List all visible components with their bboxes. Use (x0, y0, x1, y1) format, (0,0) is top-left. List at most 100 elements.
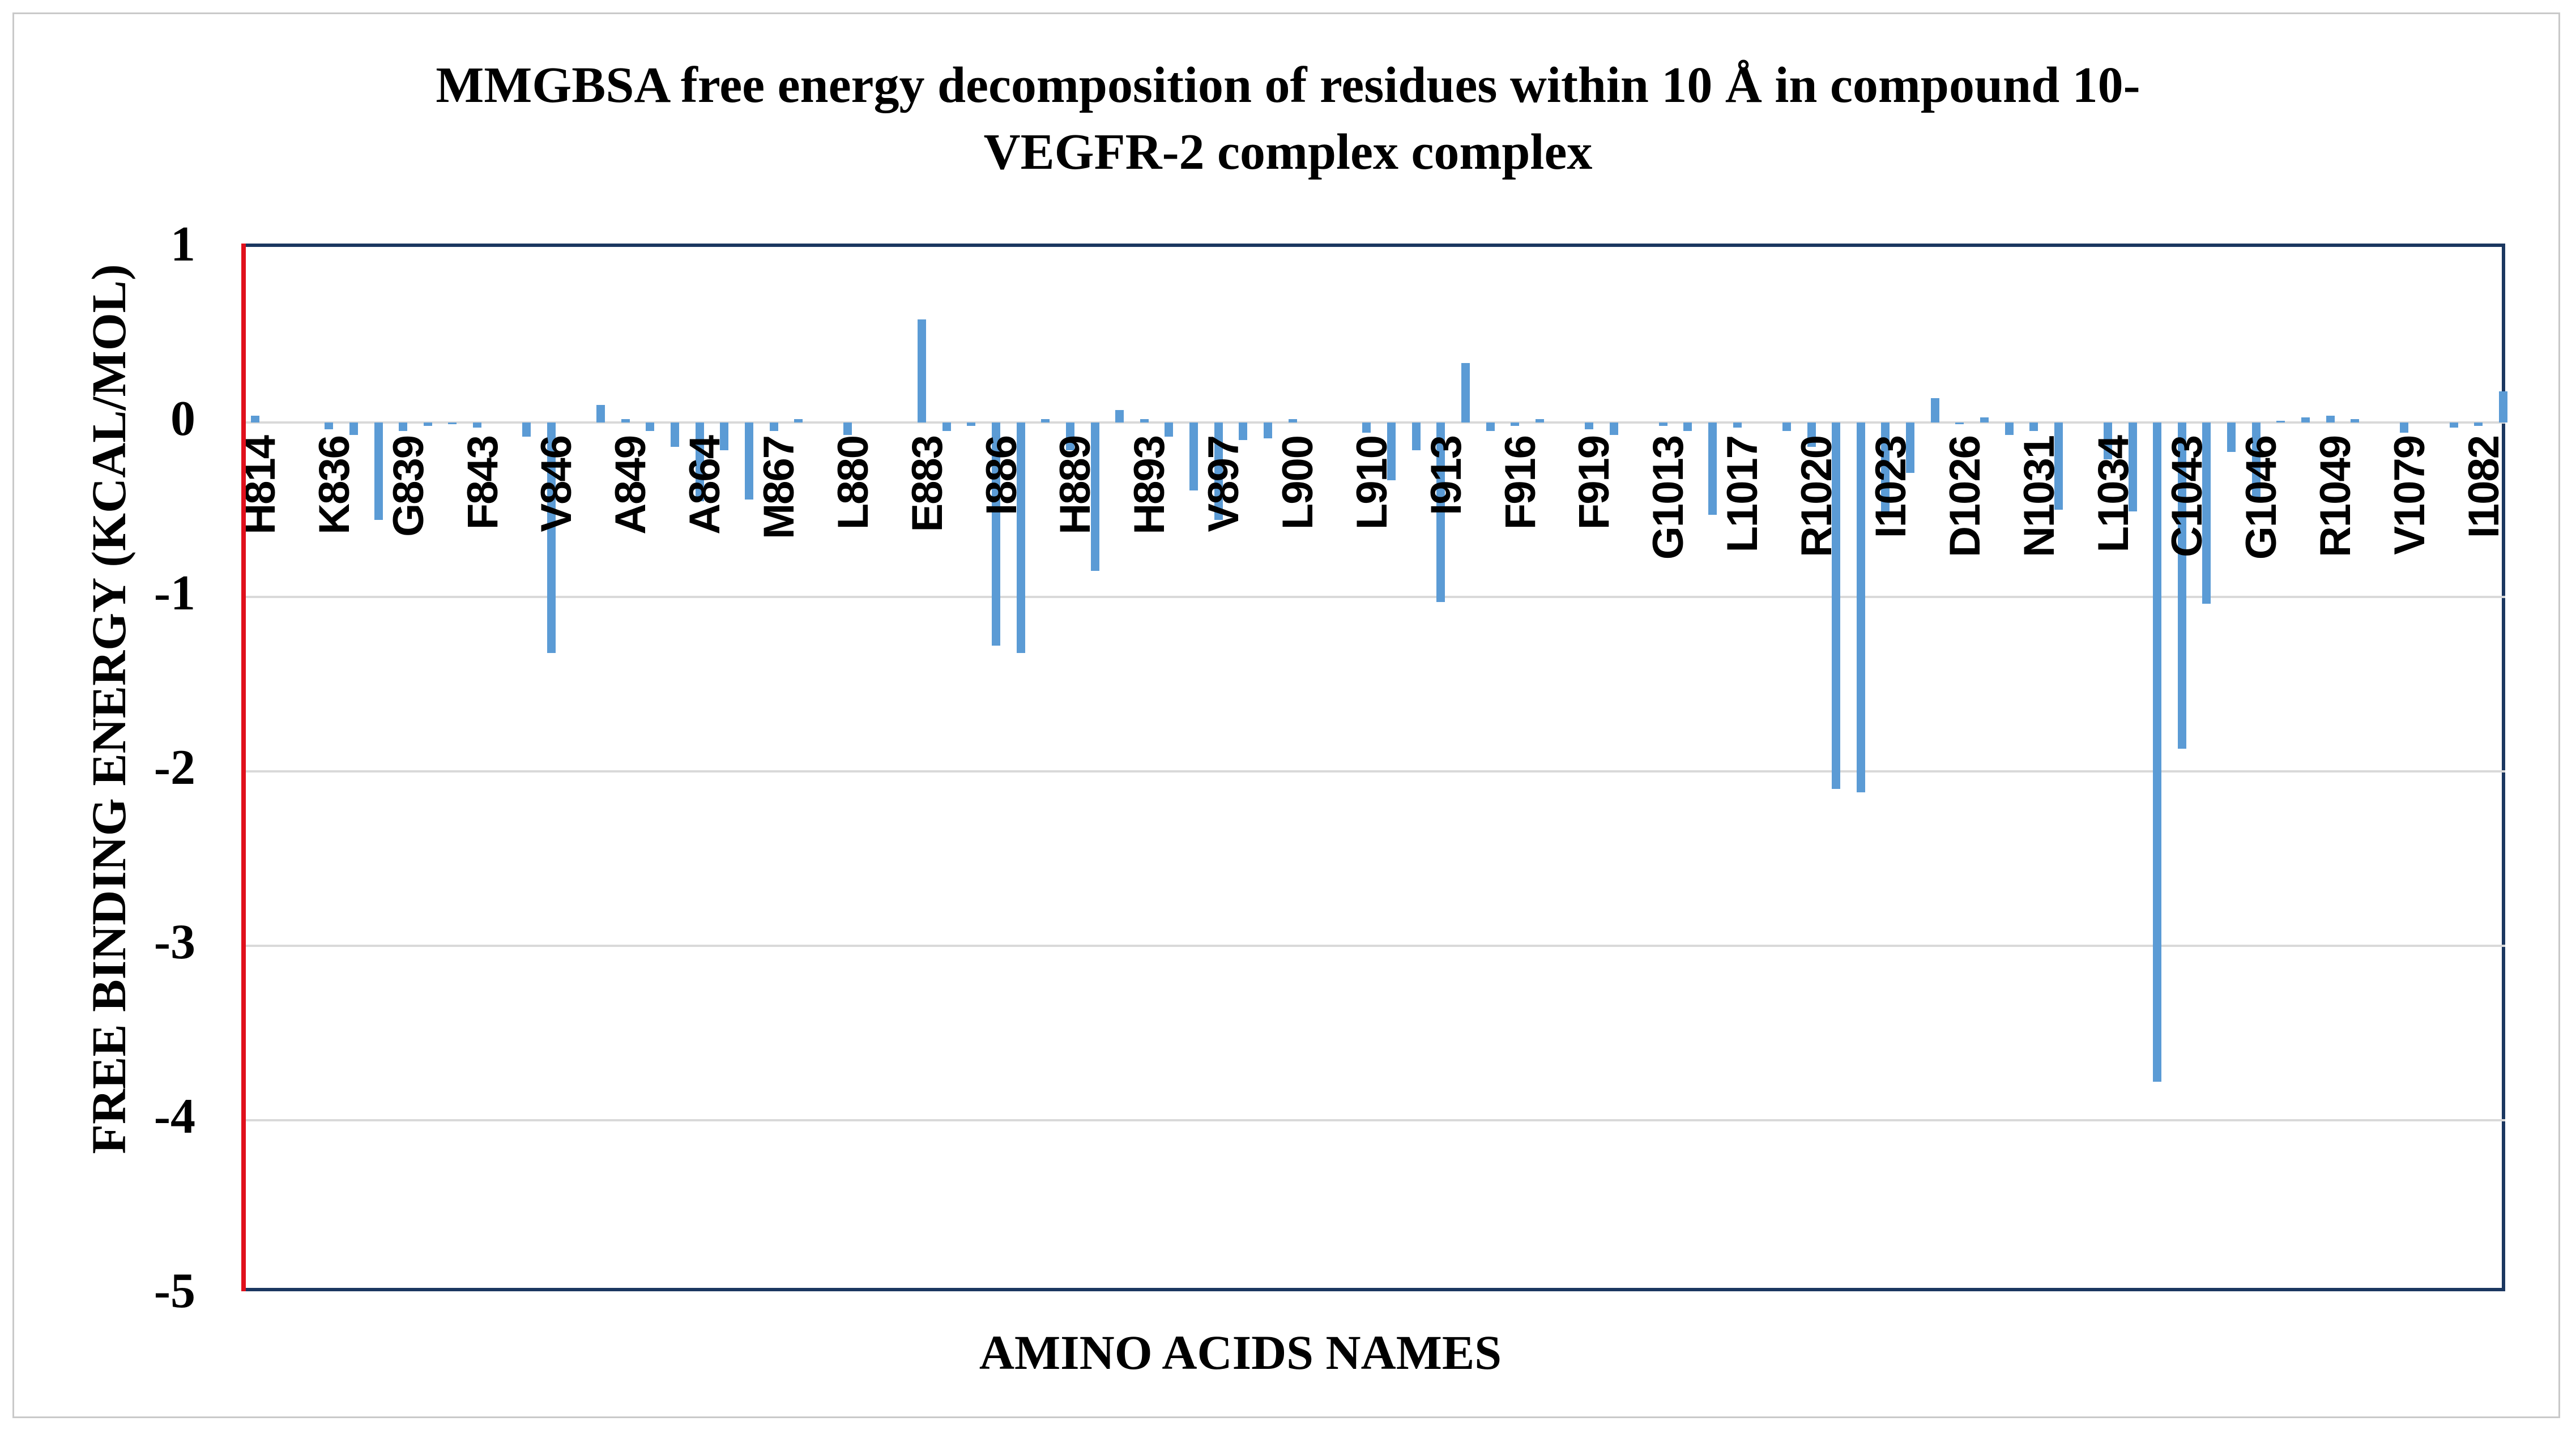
bar-21 (769, 422, 778, 432)
bar-76 (2128, 422, 2137, 512)
category-label-F916: F916 (1496, 436, 1545, 530)
bar-46 (1387, 422, 1396, 480)
plot-area: H814 K836 G839 F843 V846 A849 A864 M867 L880 E883… (236, 244, 2508, 1291)
bar-52 (1535, 419, 1544, 422)
bar-70 (1980, 417, 1989, 422)
bar-4 (349, 422, 358, 435)
bar-39 (1214, 422, 1223, 520)
category-label-M867: M867 (755, 436, 804, 540)
bar-58 (1683, 422, 1692, 432)
bar-20 (744, 422, 753, 500)
bar-19 (720, 422, 729, 451)
bar-77 (2153, 422, 2162, 1082)
bar-66 (1881, 422, 1890, 514)
category-label-R1049: R1049 (2311, 436, 2360, 557)
gridline (244, 421, 2505, 424)
bar-51 (1511, 422, 1520, 426)
bar-55 (1609, 422, 1618, 435)
chart-title-line-2: VEGFR-2 complex complex (983, 124, 1593, 180)
category-label-A849: A849 (607, 436, 655, 535)
category-label-R1020: R1020 (1793, 436, 1841, 557)
bar-72 (2029, 422, 2038, 432)
bar-45 (1362, 422, 1371, 433)
y-axis-line (241, 244, 246, 1291)
bar-71 (2004, 422, 2014, 435)
gridline (244, 770, 2505, 773)
bar-87 (2400, 422, 2409, 433)
bar-31 (1016, 422, 1025, 653)
category-label-F843: F843 (458, 436, 507, 530)
category-label-I1082: I1082 (2459, 436, 2508, 539)
bar-3 (325, 422, 334, 430)
bar-11 (522, 422, 531, 437)
bar-60 (1733, 422, 1742, 428)
bar-40 (1239, 422, 1248, 440)
chart-title: MMGBSA free energy decomposition of resi… (0, 52, 2576, 186)
bar-5 (374, 422, 383, 520)
bar-22 (794, 419, 803, 422)
bar-32 (1041, 419, 1050, 422)
bar-49 (1461, 363, 1470, 422)
bar-34 (1090, 422, 1099, 571)
bar-38 (1189, 422, 1199, 491)
bar-83 (2301, 417, 2310, 422)
category-label-K836: K836 (310, 436, 359, 535)
category-label-G1046: G1046 (2237, 436, 2286, 560)
category-label-I913: I913 (1422, 436, 1470, 515)
bar-42 (1288, 419, 1297, 422)
category-label-G839: G839 (384, 436, 433, 537)
bar-27 (918, 319, 927, 422)
category-label-D1026: D1026 (1940, 436, 1989, 557)
bar-82 (2276, 420, 2285, 422)
bar-17 (671, 422, 680, 447)
category-label-I886: I886 (977, 436, 1026, 515)
category-label-A864: A864 (681, 436, 730, 535)
category-label-L1034: L1034 (2089, 436, 2138, 553)
category-label-I1023: I1023 (1866, 436, 1915, 539)
bar-81 (2251, 422, 2261, 501)
bar-12 (547, 422, 556, 653)
bar-84 (2326, 415, 2335, 422)
chart-title-line-1: MMGBSA free energy decomposition of resi… (436, 57, 2140, 113)
bar-64 (1832, 422, 1841, 789)
category-label-L900: L900 (1274, 436, 1323, 530)
y-tick-label: -2 (153, 740, 195, 795)
bar-15 (621, 419, 630, 422)
category-label-N1031: N1031 (2015, 436, 2063, 557)
bar-41 (1263, 422, 1272, 438)
y-tick-label: 0 (170, 391, 195, 446)
x-axis-title: AMINO ACIDS NAMES (979, 1325, 1502, 1380)
bar-65 (1856, 422, 1865, 792)
bar-33 (1065, 422, 1074, 451)
bar-16 (646, 422, 655, 432)
bar-67 (1906, 422, 1915, 473)
category-label-V1079: V1079 (2385, 436, 2434, 555)
category-label-L910: L910 (1347, 436, 1396, 530)
bar-68 (1930, 398, 1939, 422)
bar-62 (1782, 422, 1791, 432)
bar-35 (1115, 410, 1124, 422)
y-tick-label: -4 (153, 1089, 195, 1144)
bar-73 (2054, 422, 2063, 510)
bar-7 (423, 422, 432, 426)
y-tick-label: 1 (170, 217, 195, 272)
bar-24 (843, 422, 852, 435)
bar-80 (2227, 422, 2236, 453)
bar-54 (1584, 422, 1593, 430)
y-tick-label: -1 (153, 566, 195, 621)
bar-57 (1658, 422, 1667, 426)
bar-36 (1140, 419, 1149, 422)
bar-69 (1955, 422, 1964, 425)
bar-75 (2104, 422, 2112, 459)
gridline (244, 596, 2505, 598)
bar-85 (2351, 419, 2360, 422)
bar-30 (992, 422, 1001, 646)
category-label-V897: V897 (1200, 436, 1248, 532)
category-label-V846: V846 (532, 436, 581, 532)
category-label-L1017: L1017 (1718, 436, 1767, 553)
bar-37 (1165, 422, 1174, 437)
bar-91 (2498, 391, 2507, 422)
bar-90 (2474, 422, 2483, 426)
category-label-L880: L880 (829, 436, 877, 530)
bar-0 (250, 415, 259, 422)
